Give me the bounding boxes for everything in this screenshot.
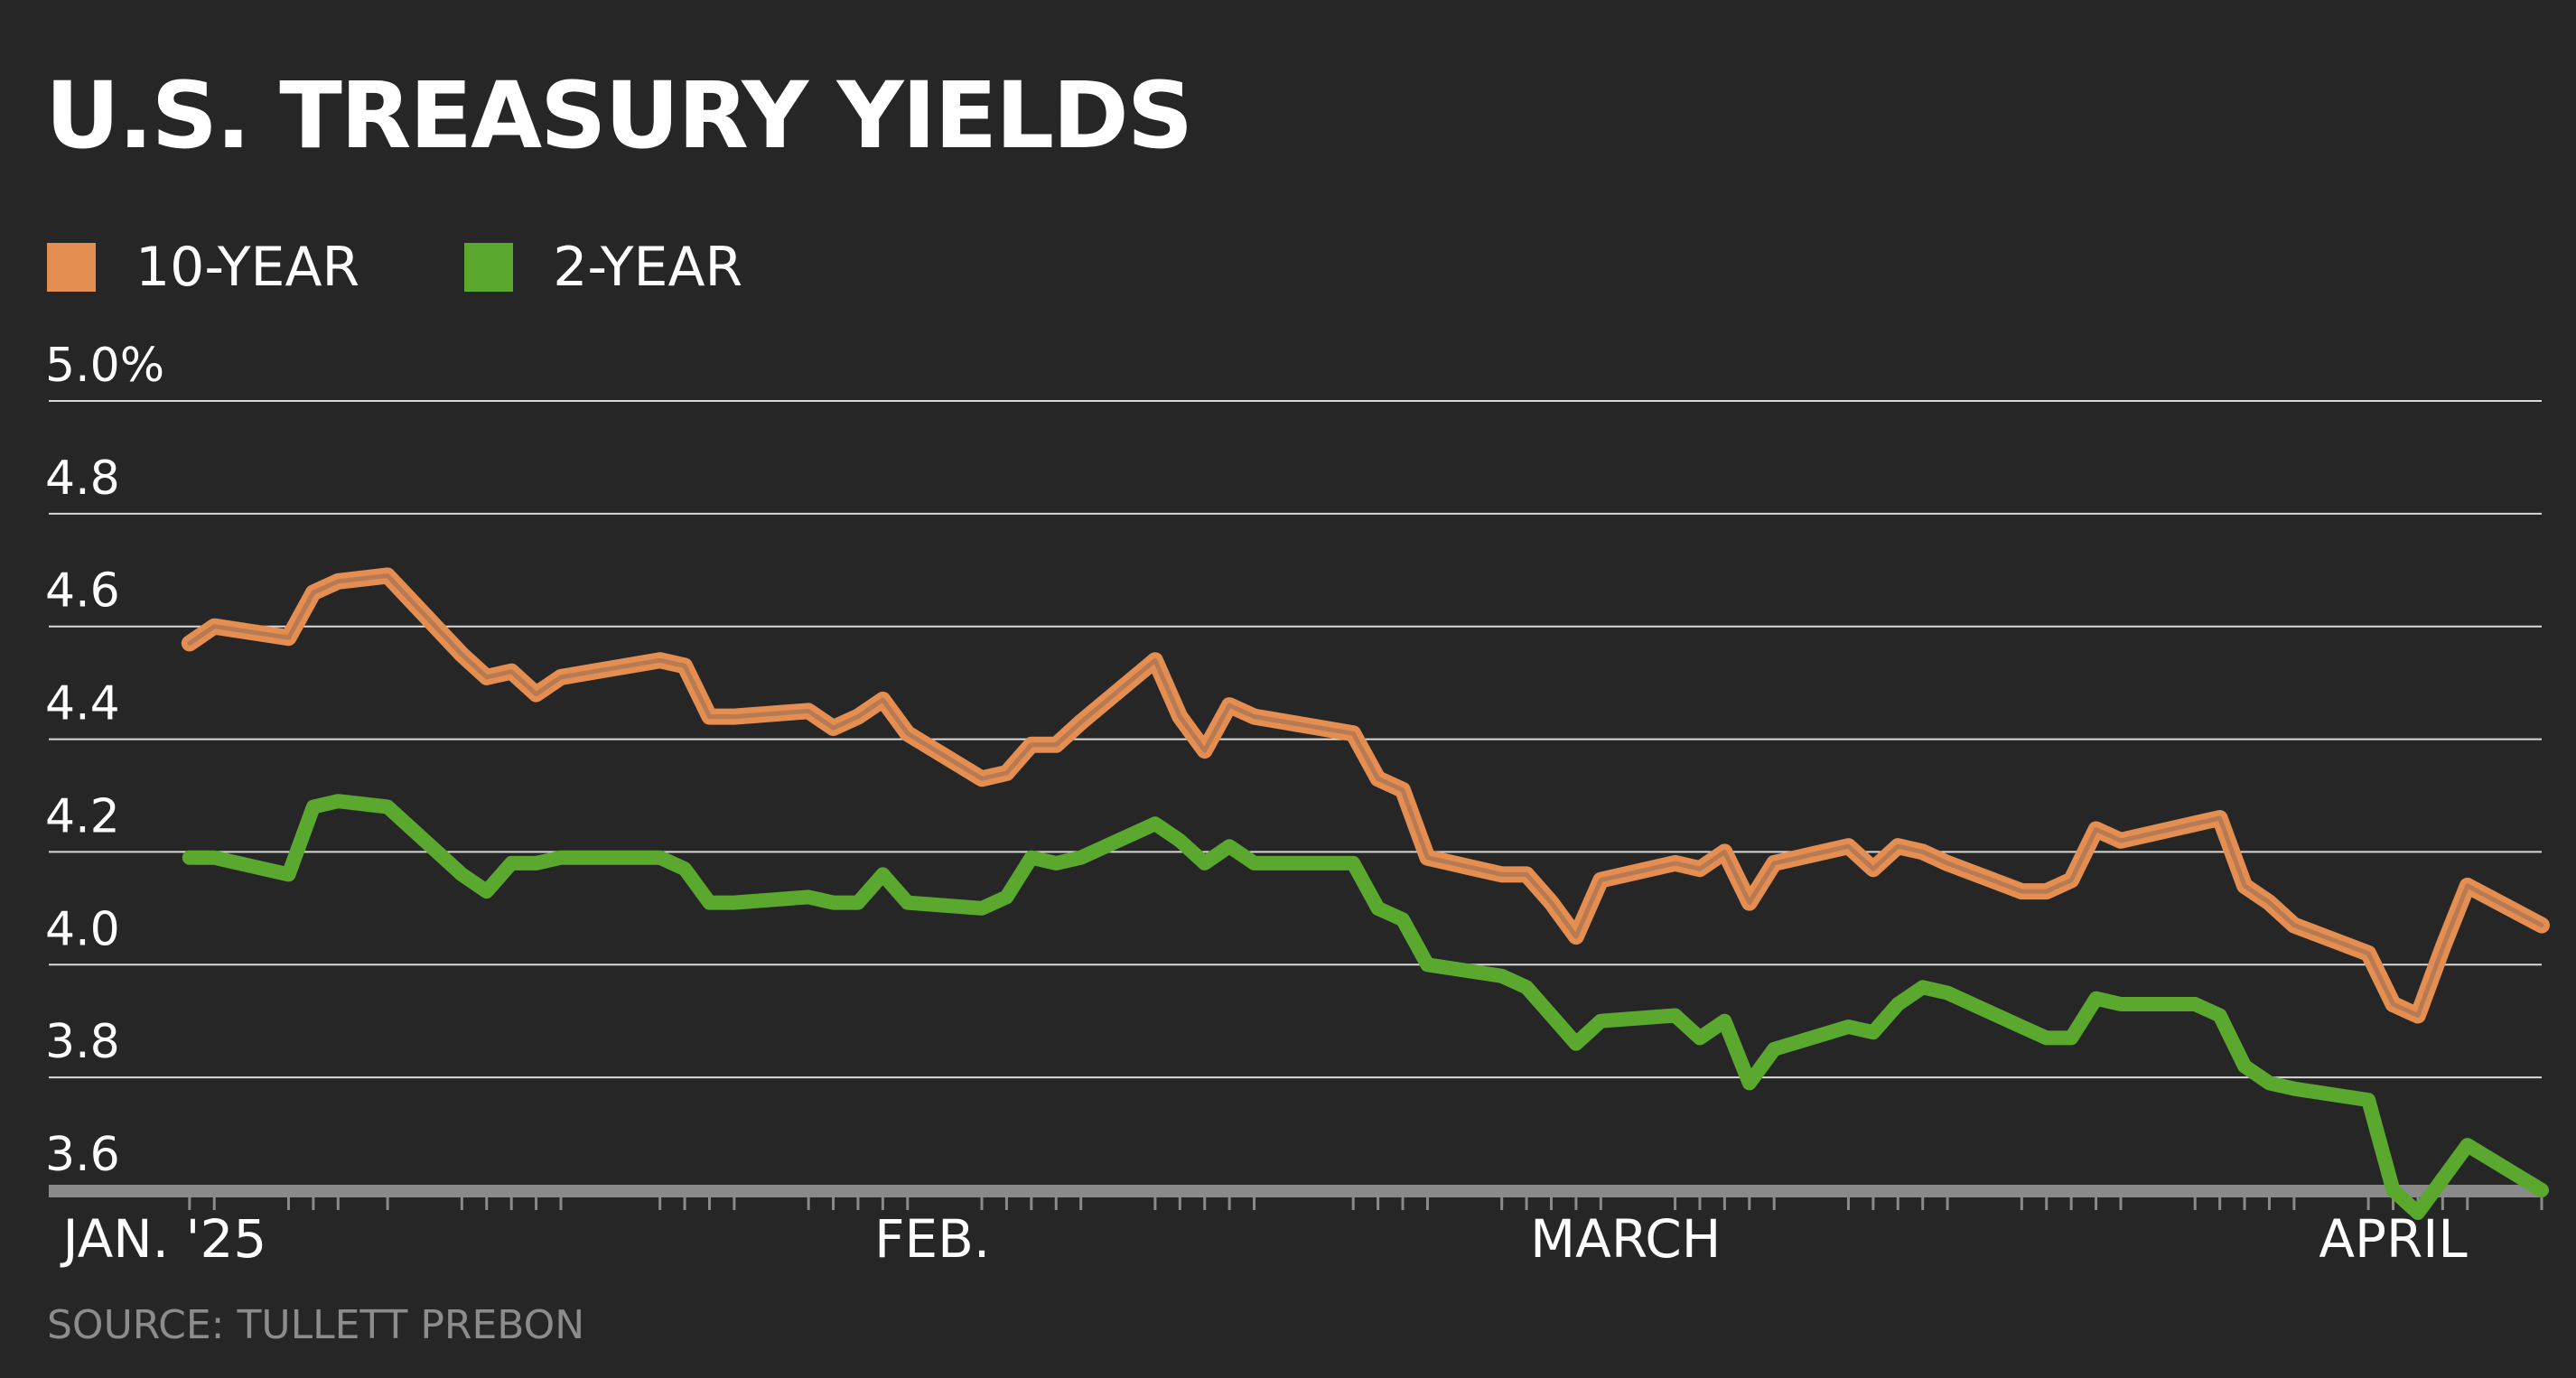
y-tick-label: 4.4: [45, 677, 120, 731]
legend-swatch-2-year: [464, 243, 514, 292]
legend-label-10-year: 10-YEAR: [135, 236, 360, 299]
legend: 10-YEAR 2-YEAR: [47, 240, 847, 294]
legend-swatch-10-year: [47, 243, 96, 292]
legend-item-2-year: 2-YEAR: [464, 240, 742, 294]
y-tick-label: 4.6: [45, 564, 120, 619]
chart-title: U.S. TREASURY YIELDS: [45, 62, 1193, 170]
x-axis-line: [49, 1185, 2542, 1197]
series-line-10-year-outer: [181, 567, 2550, 1024]
source-note: SOURCE: TULLETT PREBON: [47, 1302, 585, 1348]
series-lines: [181, 567, 2550, 1220]
x-axis-tick-labels: JAN. '25 FEB. MARCH APRIL: [61, 1208, 2468, 1270]
x-tick-label: APRIL: [2319, 1208, 2467, 1270]
y-tick-label: 4.2: [45, 789, 120, 843]
y-tick-label: 3.6: [45, 1128, 120, 1182]
y-axis-tick-labels: 5.0% 4.8 4.6 4.4 4.2 4.0 3.8 3.6: [45, 339, 164, 1182]
legend-label-2-year: 2-YEAR: [553, 236, 743, 299]
x-tick-label: JAN. '25: [61, 1208, 267, 1270]
series-line-2-year: [182, 794, 2549, 1220]
y-tick-label: 4.8: [45, 452, 120, 506]
series-line-10-year-inner: [187, 573, 2544, 1018]
x-axis: [49, 1185, 2543, 1210]
gridlines: [49, 400, 2542, 1079]
y-tick-label: 5.0%: [45, 339, 164, 393]
legend-item-10-year: 10-YEAR: [47, 240, 359, 294]
x-tick-label: FEB.: [874, 1208, 990, 1270]
y-tick-label: 3.8: [45, 1015, 120, 1069]
x-tick-label: MARCH: [1530, 1208, 1721, 1270]
y-tick-label: 4.0: [45, 902, 120, 956]
